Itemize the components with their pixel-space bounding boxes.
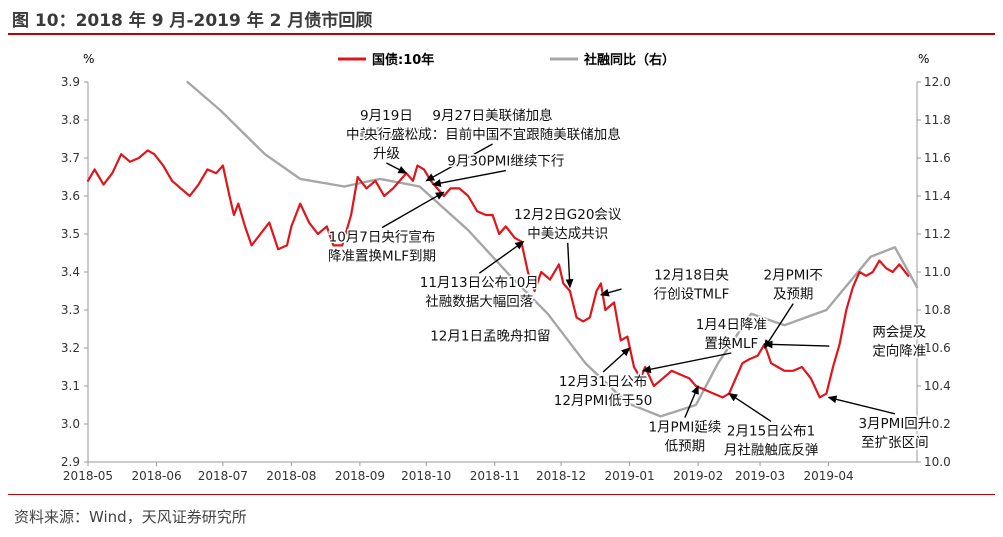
annotation-text: 定向降准 <box>872 344 926 360</box>
bond-yield-10y-line <box>86 149 910 399</box>
annotation-arrow <box>381 191 445 229</box>
x-tick-label: 2019-04 <box>804 469 854 483</box>
annotation-arrow <box>641 352 732 374</box>
y-right-tick-label: 12.0 <box>924 75 951 89</box>
annotation-text: 1月4日降准 <box>696 317 767 333</box>
y-right-tick-label: 11.4 <box>924 189 951 203</box>
x-tick-label: 2018-09 <box>335 469 385 483</box>
annotation-text: 低预期 <box>665 439 706 455</box>
y-left-tick-label: 3.4 <box>61 265 80 279</box>
annotation-arrow <box>431 169 506 188</box>
y-right-tick-label: 11.8 <box>924 113 951 127</box>
annotation-arrow <box>425 143 493 182</box>
x-tick-label: 2019-01 <box>605 469 655 483</box>
annotation-text: 中美贸易摩擦 <box>346 126 427 143</box>
annotation-arrow <box>827 395 896 415</box>
source-divider <box>8 494 995 495</box>
annotation-arrow <box>763 303 794 349</box>
y-right-tick-label: 10.6 <box>924 341 951 355</box>
x-tick-label: 2019-03 <box>735 469 785 483</box>
y-left-tick-label: 3.7 <box>61 151 80 165</box>
y-left-tick-label: 3.8 <box>61 113 80 127</box>
legend-tsf-label: 社融同比（右） <box>583 52 675 68</box>
annotation-text: 9月27日美联储加息 <box>432 107 552 124</box>
annotation-text: 至扩张区间 <box>861 435 929 451</box>
annotation-text: 及预期 <box>773 287 814 303</box>
y-left-tick-label: 3.0 <box>61 417 80 431</box>
y-right-tick-label: 10.2 <box>924 417 951 431</box>
y-right-tick-label: 10.4 <box>924 379 951 393</box>
x-tick-label: 2018-10 <box>401 469 451 483</box>
y-left-tick-label: 2.9 <box>61 455 80 469</box>
title-divider <box>8 33 995 35</box>
annotation-text: 央行盛松成：目前中国不宜跟随美联储加息 <box>364 126 621 143</box>
figure-title: 图 10：2018 年 9 月-2019 年 2 月债市回顾 <box>12 11 373 31</box>
annotation-arrow <box>684 385 699 418</box>
annotation-arrow <box>386 162 408 174</box>
annotation-text: 降准置换MLF到期 <box>328 249 436 265</box>
annotation-text: 中美达成共识 <box>527 226 608 242</box>
annotation-text: 2月15日公布1 <box>727 423 815 439</box>
legend: 国债:10年 社融同比（右） <box>338 52 675 68</box>
annotation-text: 3月PMI回升 <box>858 416 931 432</box>
x-tick-label: 2018-05 <box>63 469 113 483</box>
source-note: 资料来源：Wind，天风证券研究所 <box>14 508 247 526</box>
annotation-arrow <box>602 347 631 373</box>
annotation-text: 社融数据大幅回落 <box>425 294 533 310</box>
y-right-tick-label: 11.2 <box>924 227 951 241</box>
annotation-text: 1月PMI延续 <box>648 420 721 436</box>
x-tick-label: 2018-11 <box>470 469 520 483</box>
annotation-text: 11月13日公布10月 <box>420 275 539 291</box>
right-axis-unit: % <box>918 52 929 66</box>
y-left-tick-label: 3.6 <box>61 189 80 203</box>
y-right-tick-label: 11.0 <box>924 265 951 279</box>
annotation-text: 升级 <box>373 146 400 162</box>
annotation-text: 12月2日G20会议 <box>514 207 622 223</box>
annotation-text: 12月1日孟晚舟扣留 <box>430 328 550 344</box>
annotation-arrow <box>599 288 622 297</box>
annotation-text: 置换MLF <box>704 336 758 352</box>
y-left-tick-label: 3.9 <box>61 75 80 89</box>
annotation-text: 9月30PMI继续下行 <box>447 154 564 170</box>
annotation-text: 10月7日央行宣布 <box>329 230 436 246</box>
y-right-tick-label: 11.6 <box>924 151 951 165</box>
x-tick-label: 2018-12 <box>536 469 586 483</box>
annotation-arrow <box>565 242 574 289</box>
annotation-text: 12月31日公布 <box>559 374 647 390</box>
x-tick-label: 2018-06 <box>131 469 181 483</box>
annotation-text: 行创设TMLF <box>654 287 730 303</box>
series-layer <box>86 80 919 418</box>
annotation-text: 12月PMI低于50 <box>554 393 653 409</box>
x-tick-label: 2018-08 <box>266 469 316 483</box>
x-tick-label: 2018-07 <box>198 469 248 483</box>
annotation-text: 2月PMI不 <box>764 268 823 284</box>
annotation-arrow <box>763 340 830 349</box>
y-right-tick-label: 10.8 <box>924 303 951 317</box>
left-axis-unit: % <box>83 52 94 66</box>
y-right-tick-label: 10.0 <box>924 455 951 469</box>
annotation-text: 月社融触底反弹 <box>724 442 819 458</box>
annotation-text: 9月19日 <box>360 108 413 124</box>
annotation-text: 12月18日央 <box>654 268 729 284</box>
y-left-tick-label: 3.5 <box>61 227 80 241</box>
y-left-tick-label: 3.2 <box>61 341 80 355</box>
annotation-arrow <box>728 393 772 422</box>
legend-bond-label: 国债:10年 <box>372 52 434 68</box>
axes: 2.9 3.0 3.1 3.2 3.3 3.4 3.5 3.6 3.7 3.8 3.9 10.0 10.… <box>61 75 951 483</box>
y-left-tick-label: 3.3 <box>61 303 80 317</box>
annotation-text: 两会提及 <box>872 325 926 341</box>
x-tick-label: 2019-02 <box>673 469 723 483</box>
y-left-tick-label: 3.1 <box>61 379 80 393</box>
bond-yield-chart: % % 国债:10年 社融同比（右） 2.9 3.0 3.1 3.2 3.3 3.4 3.5… <box>61 52 951 483</box>
annotation-arrow <box>478 241 525 274</box>
tsf-growth-line <box>186 80 919 418</box>
